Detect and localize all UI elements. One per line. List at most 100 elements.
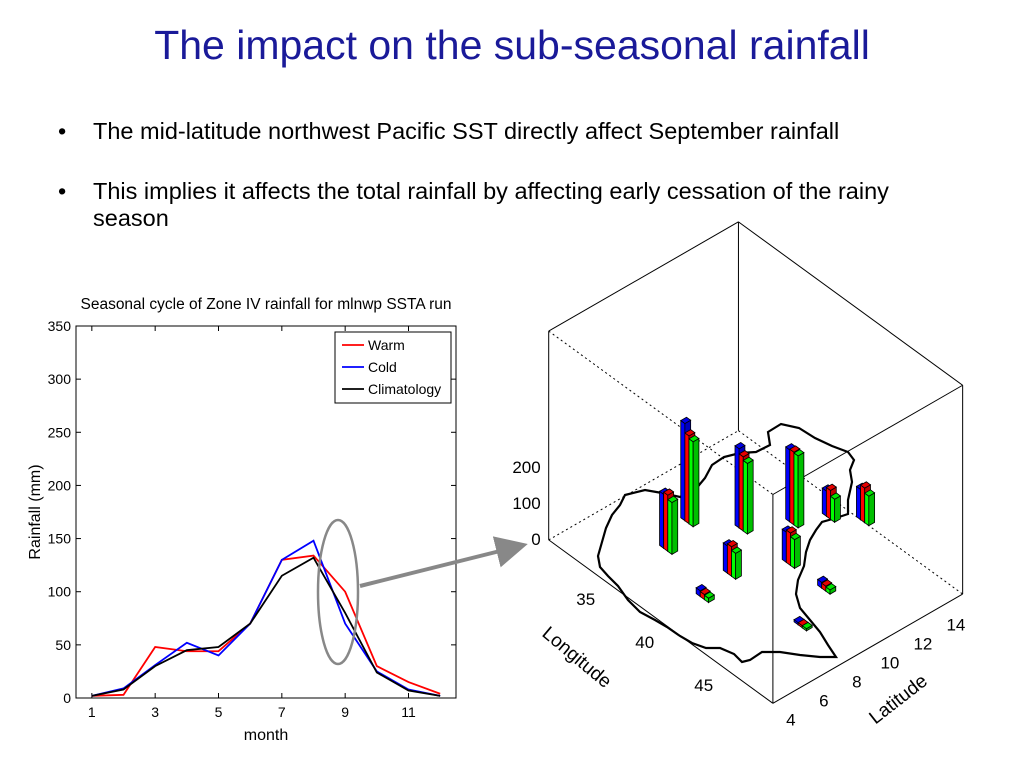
bar-side-face [692,437,700,528]
y-axis-label: Rainfall (mm) [27,464,44,559]
series-line-climatology [91,556,441,697]
bar-front-face [738,453,744,532]
legend: Warm Cold Climatology [334,331,452,404]
y-tick-label: 300 [48,371,72,387]
bullet-text: The mid-latitude northwest Pacific SST d… [93,118,840,144]
bar-front-face [726,542,732,578]
bar-side-face [746,459,754,535]
bullet-list: • The mid-latitude northwest Pacific SST … [58,118,958,265]
z-tick-label: 100 [512,494,540,513]
bar-top-face [801,621,813,630]
bar-front-face [830,495,836,524]
bar-3d [863,489,876,527]
bar-front-face [856,485,861,521]
bar-front-face [684,432,690,525]
bar-front-face [659,490,665,550]
bar-front-face [667,498,673,556]
bar-3d [825,583,837,596]
x-tick-label: 11 [401,704,416,720]
x-tick-label: 9 [341,704,349,720]
legend-entry: Cold [368,359,397,375]
axes-box [548,221,964,704]
chart-title: Seasonal cycle of Zone IV rainfall for m… [80,296,451,313]
bar-top-face [662,488,675,496]
box-edge [738,221,963,386]
bar-top-face [730,546,743,554]
y-tick-label: 50 [55,637,71,653]
y-tick-label: 200 [48,477,72,493]
bar-3d [667,495,679,556]
bar-3d [742,456,754,535]
bar-3d [789,532,802,570]
bar-front-face [821,487,827,518]
bar-top-face [667,495,679,504]
bar-3d [829,492,842,524]
bar-side-face [834,495,841,523]
x-tick-label: 45 [694,676,713,695]
y-tick-label: 250 [48,424,72,440]
bar-top-face [680,416,692,425]
bar-front-face [663,491,669,553]
bar-front-face [680,419,686,522]
bar-side-face [797,451,805,529]
y-tick-label: 350 [48,318,72,334]
bar-top-face [829,492,842,500]
bar-front-face [785,446,791,523]
bar-top-face [825,583,837,591]
y-tick-label: 4 [786,710,795,729]
bar-top-face [726,539,739,548]
bar-front-face [781,528,787,564]
bar-front-face [864,492,870,527]
y-tick-label: 6 [819,691,828,710]
z-tick-label: 200 [512,458,540,477]
axis-ticks: 0 100 200 35 40 45 4 6 8 10 12 14 [512,458,965,729]
box-edge [548,430,739,541]
y-tick-label: 150 [48,531,72,547]
x-tick-label: 35 [576,590,595,609]
x-tick-label: 7 [278,704,286,720]
plot-frame [75,325,457,699]
bar-front-face [793,452,799,529]
bar-top-face [863,489,876,497]
box-edge [738,430,963,595]
bullet-item: • This implies it affects the total rainf… [58,178,958,232]
bullet-marker: • [58,118,67,144]
bar-top-face [742,456,754,464]
x-tick-label: 1 [88,704,96,720]
bar-3d [703,591,716,604]
box-edge [548,221,739,332]
bullet-marker: • [58,178,67,204]
bar-3d [801,621,813,632]
bar-top-face [688,435,700,443]
bars [658,416,876,632]
legend-entry: Climatology [368,381,441,397]
bar-top-face [816,575,829,583]
y-tick-label: 10 [880,653,899,672]
x-tick-label: 40 [635,633,654,652]
highlight-ellipse [316,518,360,666]
bar-front-face [731,549,737,581]
bar-top-face [734,441,746,450]
box-edge [772,593,963,704]
box-edge [548,539,774,704]
region-outline [596,422,856,664]
y-tick-label: 12 [913,634,932,653]
bar-top-face [684,429,696,437]
slide-title: The impact on the sub-seasonal rainfall [154,22,870,68]
bar-front-face [742,459,748,535]
bar-side-face [671,498,679,556]
bullet-text: This implies it affects the total rainfa… [93,178,889,231]
bar-top-face [820,579,833,587]
bar-front-face [825,486,831,521]
y-tick-label: 0 [63,690,71,706]
line-chart: Seasonal cycle of Zone IV rainfall for m… [27,296,457,744]
bar-top-face [789,445,801,453]
bar-top-face [703,591,716,599]
bar-top-face [785,526,797,534]
series-lines [91,539,441,697]
y-tick-label: 100 [48,584,72,600]
bar-front-face [785,529,791,567]
bar-top-face [789,532,802,541]
z-tick-label: 0 [531,530,540,549]
